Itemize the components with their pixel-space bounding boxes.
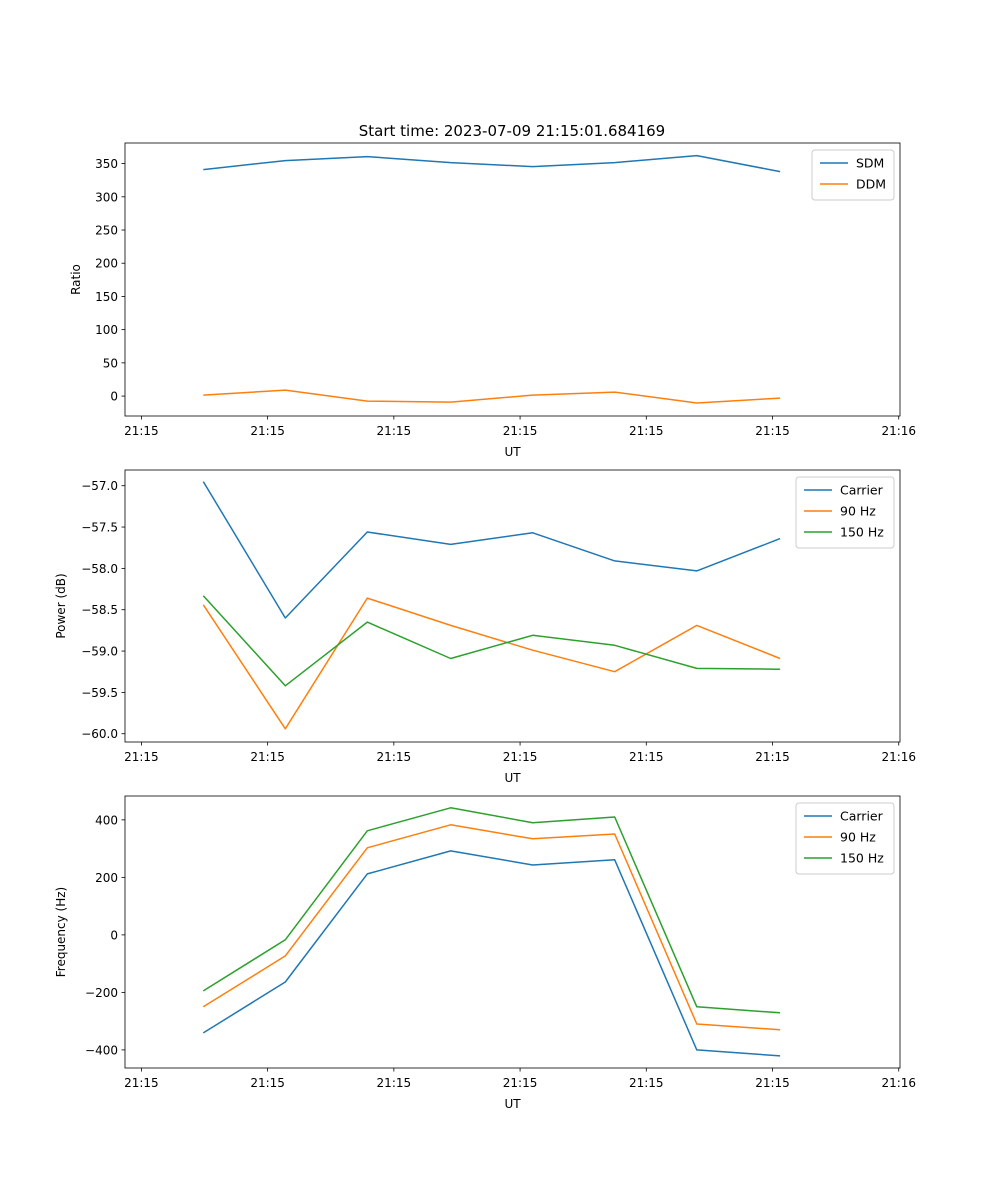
y-tick-label: 350 xyxy=(95,157,118,171)
y-tick-label: −400 xyxy=(85,1043,118,1057)
legend-label: Carrier xyxy=(840,483,884,498)
x-tick-label: 21:15 xyxy=(755,1076,790,1090)
y-tick-label: 400 xyxy=(95,813,118,827)
y-axis-label: Frequency (Hz) xyxy=(54,887,68,978)
x-tick-label: 21:15 xyxy=(629,424,664,438)
x-tick-label: 21:15 xyxy=(503,750,538,764)
x-tick-label: 21:16 xyxy=(881,424,916,438)
y-tick-label: −59.5 xyxy=(81,686,118,700)
y-tick-label: 300 xyxy=(95,190,118,204)
x-axis-label: UT xyxy=(504,445,521,459)
subplot-2: 21:15 21:15 21:15 21:15 21:15 21:15 21:16 −60.0… xyxy=(54,469,916,785)
subplot-1: 21:15 21:15 21:15 21:15 21:15 21:15 21:16 0 50 10… xyxy=(69,142,916,459)
y-tick-label: 50 xyxy=(103,356,118,370)
axes-frame xyxy=(124,795,901,1069)
series-line-90-hz xyxy=(202,597,781,730)
series-line-carrier xyxy=(202,481,781,619)
y-tick-label: −60.0 xyxy=(81,727,118,741)
legend-box xyxy=(795,476,895,549)
y-tick-label: −57.5 xyxy=(81,521,118,535)
x-tick-label: 21:15 xyxy=(377,424,412,438)
x-axis-label: UT xyxy=(504,771,521,785)
x-tick-label: 21:15 xyxy=(629,750,664,764)
x-tick-label: 21:15 xyxy=(503,424,538,438)
series-line-150-hz xyxy=(202,807,781,1014)
legend: Carrier 90 Hz 150 Hz xyxy=(795,802,895,875)
x-tick-label: 21:15 xyxy=(377,1076,412,1090)
legend-label: 150 Hz xyxy=(840,851,884,866)
x-tick-label: 21:15 xyxy=(755,750,790,764)
legend: SDM DDM xyxy=(811,149,895,201)
y-tick-label: 0 xyxy=(110,390,118,404)
series-line-ddm xyxy=(203,389,781,404)
y-tick-label: 150 xyxy=(95,290,118,304)
x-tick-label: 21:15 xyxy=(377,750,412,764)
x-tick-label: 21:15 xyxy=(250,424,285,438)
y-tick-label: 200 xyxy=(95,871,118,885)
y-tick-label: 250 xyxy=(95,224,118,238)
legend: Carrier 90 Hz 150 Hz xyxy=(795,476,895,549)
x-axis-label: UT xyxy=(504,1097,521,1111)
series-line-90-hz xyxy=(202,824,781,1031)
x-tick-label: 21:15 xyxy=(124,750,159,764)
series-line-150-hz xyxy=(202,595,781,687)
legend-label: 90 Hz xyxy=(840,504,876,519)
y-axis-label: Ratio xyxy=(69,264,83,295)
legend-label: Carrier xyxy=(840,809,884,824)
y-tick-label: 100 xyxy=(95,323,118,337)
x-tick-label: 21:16 xyxy=(881,750,916,764)
x-tick-label: 21:16 xyxy=(881,1076,916,1090)
y-tick-label: 0 xyxy=(110,928,118,942)
y-tick-label: −58.0 xyxy=(81,562,118,576)
legend-box xyxy=(795,802,895,875)
legend-label: DDM xyxy=(856,177,886,192)
axes-frame xyxy=(124,142,901,417)
y-tick-label: 200 xyxy=(95,257,118,271)
subplot-3: 21:15 21:15 21:15 21:15 21:15 21:15 21:16 −400 −… xyxy=(54,795,916,1111)
x-tick-label: 21:15 xyxy=(250,1076,285,1090)
y-tick-label: −57.0 xyxy=(81,479,118,493)
y-axis-label: Power (dB) xyxy=(54,573,68,638)
x-tick-label: 21:15 xyxy=(755,424,790,438)
x-tick-label: 21:15 xyxy=(124,424,159,438)
x-tick-label: 21:15 xyxy=(503,1076,538,1090)
axes-frame xyxy=(124,469,901,743)
legend-label: 90 Hz xyxy=(840,830,876,845)
y-tick-label: −200 xyxy=(85,986,118,1000)
series-line-sdm xyxy=(203,154,781,173)
y-tick-label: −58.5 xyxy=(81,603,118,617)
legend-label: SDM xyxy=(856,156,884,171)
figure-title: Start time: 2023-07-09 21:15:01.684169 xyxy=(359,122,665,140)
legend-label: 150 Hz xyxy=(840,525,884,540)
y-tick-label: −59.0 xyxy=(81,645,118,659)
x-tick-label: 21:15 xyxy=(250,750,285,764)
x-tick-label: 21:15 xyxy=(124,1076,159,1090)
series-line-carrier xyxy=(202,850,781,1057)
x-tick-label: 21:15 xyxy=(629,1076,664,1090)
